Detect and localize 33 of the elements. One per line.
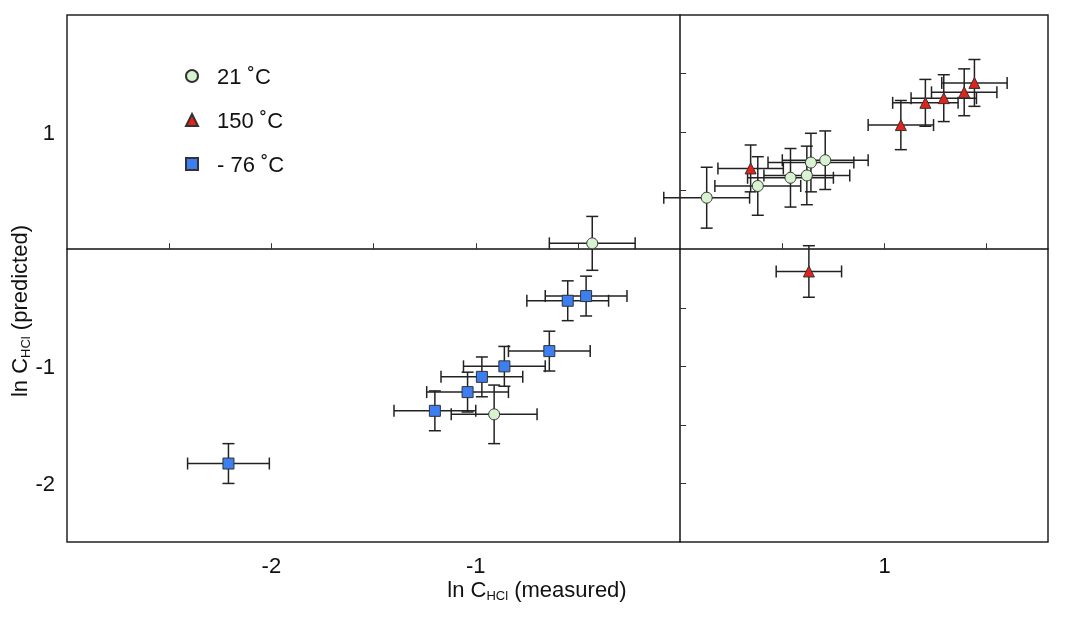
point (819, 154, 832, 167)
x-tick-label: -2 (261, 552, 282, 578)
point (580, 290, 593, 303)
y-tick-label: 1 (42, 119, 55, 145)
x-tick-label: -1 (465, 552, 486, 578)
point (800, 169, 813, 182)
point (222, 457, 235, 470)
point (894, 119, 907, 132)
point (475, 370, 488, 383)
y-axis-title: ln CHCl (predicted) (6, 224, 33, 398)
point (804, 156, 817, 169)
legend-label: - 76 ˚C (217, 151, 285, 177)
point (751, 179, 764, 192)
y-tick-label: -1 (35, 353, 55, 379)
legend-label: 21 ˚C (217, 63, 271, 89)
point (937, 92, 950, 105)
point (700, 191, 713, 204)
point (561, 294, 574, 307)
legend-label: 150 ˚C (217, 107, 284, 133)
point (488, 408, 501, 421)
point (428, 404, 441, 417)
point (968, 76, 981, 89)
point (498, 360, 511, 373)
point (586, 237, 599, 250)
point (919, 96, 932, 109)
point (461, 386, 474, 399)
point (958, 86, 971, 99)
point (543, 345, 556, 358)
point (744, 162, 757, 175)
point (802, 265, 815, 278)
point (784, 171, 797, 184)
x-tick-label: 1 (878, 552, 891, 578)
y-tick-label: -2 (35, 470, 55, 496)
